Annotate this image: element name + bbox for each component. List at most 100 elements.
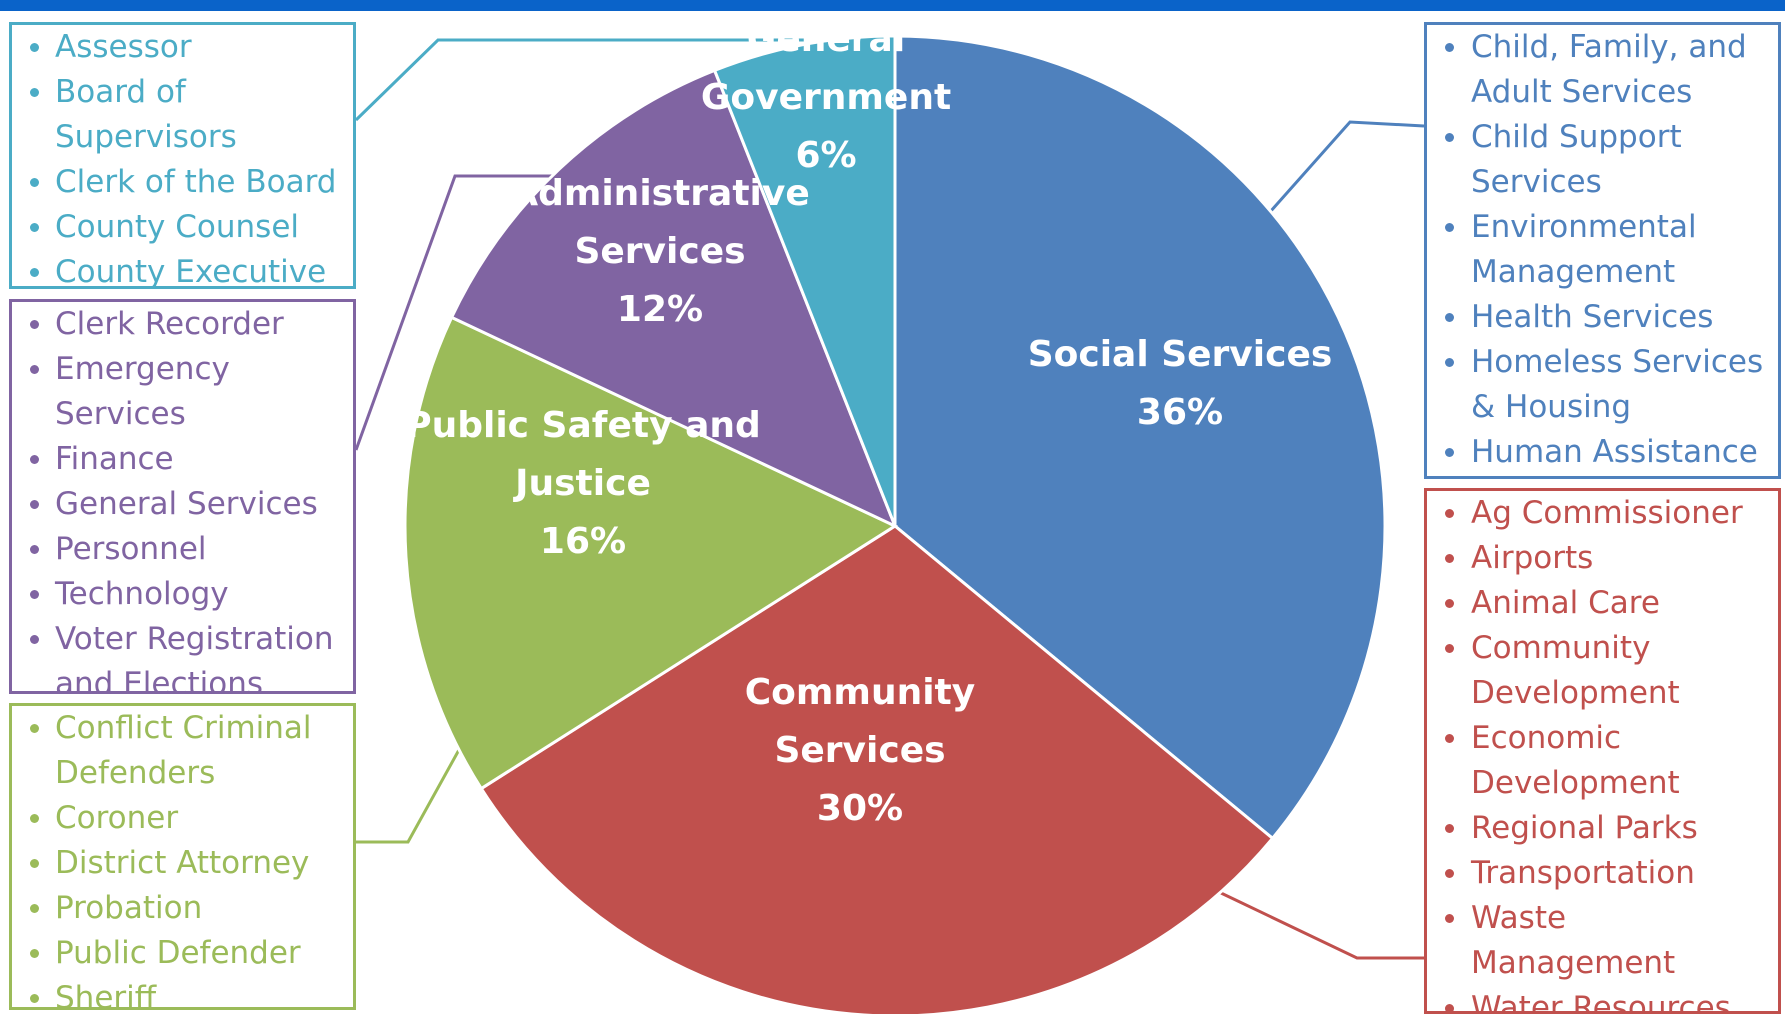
dept-list-item-text: Human Assistance [1471,434,1758,470]
dept-list-item-text: Sheriff [55,980,157,1010]
dept-list-item-text: Defenders [55,755,216,791]
dept-list-item: Regional Parks [1443,806,1772,851]
dept-list-item-text: Community [1471,630,1651,666]
dept-list-item-text: Services [1471,164,1602,200]
pie-data-label: 36% [1137,392,1223,433]
dept-list-item-text: Conflict Criminal [55,710,312,746]
pie-category-label: Social Services [1028,334,1333,375]
dept-list-item: Transportation [1443,851,1772,896]
pie-data-label: 12% [617,289,703,330]
dept-list-item-text: Child Support [1471,119,1682,155]
pie-category-label: Government [701,77,951,118]
dept-list-item: General Services [28,482,347,527]
bullet-icon [1445,448,1454,457]
pie-slice-administrative-services [449,68,898,529]
dept-list-item: County Counsel [28,205,347,250]
dept-list-item: Homeless Services & Housing [1443,340,1772,430]
dept-list-item: Child, Family, and Adult Services [1443,25,1772,115]
dept-list-item: County Executive [28,250,347,286]
bullet-icon [30,455,39,464]
dept-list-item-text: Ag Commissioner [1471,495,1743,531]
pie-category-label: Services [574,231,745,272]
dept-list-item: Water Resources [1443,986,1772,1014]
dept-list-item-text: Health Services [1471,299,1714,335]
bullet-icon [30,178,39,187]
bullet-icon [30,724,39,733]
dept-list-item: Sheriff [28,976,347,1010]
leader-lines [354,38,1425,960]
dept-list-item-text: Emergency [55,351,230,387]
bullet-icon [1445,644,1454,653]
bullet-icon [30,88,39,97]
dept-list-item-text: Management [1471,945,1676,981]
bullet-icon [30,268,39,277]
administrative-services-dept-list: Clerk Recorder Emergency Services Finance Ge… [9,299,356,694]
pie-category-label: Public Safety and [405,405,761,446]
dept-list-item: Clerk of the Board [28,160,347,205]
bullet-icon [1445,599,1454,608]
pie-category-label: General [747,19,905,60]
dept-list-item: Health Services [1443,295,1772,340]
bullet-icon [30,814,39,823]
dept-list-item-text: Assessor [55,29,192,65]
dept-list-item: Coroner [28,796,347,841]
bullet-icon [30,365,39,374]
pie-slice-public-safety-and-justice [403,315,899,791]
public-safety-dept-list: Conflict Criminal Defenders Coroner Distric… [9,703,356,1010]
bullet-icon [1445,509,1454,518]
dept-list-item: Airports [1443,536,1772,581]
dept-list-item-text: Homeless Services [1471,344,1764,380]
dept-list-item-text: Probation [55,890,203,926]
bullet-icon [30,859,39,868]
dept-list-item-text: Adult Services [1471,74,1693,110]
dept-list-item-text: Finance [55,441,174,477]
general-government-dept-list: Assessor Board of Supervisors Clerk of the … [9,22,356,289]
header-bar [0,0,1785,11]
bullet-icon [1445,358,1454,367]
dept-list-item-text: & Housing [1471,389,1632,425]
dept-list-item: Environmental Management [1443,205,1772,295]
dept-list-item: Ag Commissioner [1443,491,1772,536]
bullet-icon [1445,223,1454,232]
dept-list-item-text: Development [1471,765,1680,801]
pie-category-label: Justice [512,463,651,504]
bullet-icon [30,320,39,329]
dept-list-item-text: Voter Registration [55,621,334,657]
pie-data-label: 6% [795,135,856,176]
dept-list-item-text: Supervisors [55,119,237,155]
dept-list-item: District Attorney [28,841,347,886]
leader-line-social-services [1268,120,1425,213]
dept-list-item: Emergency Services [28,347,347,437]
dept-list-item-text: Personnel [55,531,207,567]
dept-list-item: Waste Management [1443,896,1772,986]
pie-slice-community-services [479,524,1275,1014]
dept-list-item-text: Management [1471,254,1676,290]
pie-slice-social-services [893,34,1387,841]
dept-list-item: Technology [28,572,347,617]
dept-list-item-text: Environmental [1471,209,1697,245]
bullet-icon [1445,824,1454,833]
dept-list-item-text: General Services [55,486,318,522]
dept-list-item-text: Development [1471,675,1680,711]
community-services-dept-list: Ag Commissioner Airports Animal Care Commun… [1424,488,1781,1014]
dept-list-item-text: Technology [55,576,229,612]
bullet-icon [1445,313,1454,322]
pie-slice-labels: Social Services 36% Community Services 30% Pu… [405,19,1332,829]
dept-list-item-text: Water Resources [1471,990,1731,1014]
bullet-icon [30,590,39,599]
dept-list-item-text: Clerk Recorder [55,306,284,342]
bullet-icon [30,904,39,913]
bullet-icon [30,949,39,958]
dept-list-item: Animal Care [1443,581,1772,626]
pie-data-label: 30% [817,788,903,829]
dept-list-item-text: Clerk of the Board [55,164,337,200]
dept-list-item: Clerk Recorder [28,302,347,347]
bullet-icon [30,223,39,232]
dept-list-item: Public Defender [28,931,347,976]
dept-list-item-text: Airports [1471,540,1594,576]
bullet-icon [30,635,39,644]
dept-list-item: Child Support Services [1443,115,1772,205]
dept-list-item-text: Transportation [1471,855,1695,891]
leader-line-public-safety [356,747,462,844]
dept-list-item-text: Coroner [55,800,179,836]
